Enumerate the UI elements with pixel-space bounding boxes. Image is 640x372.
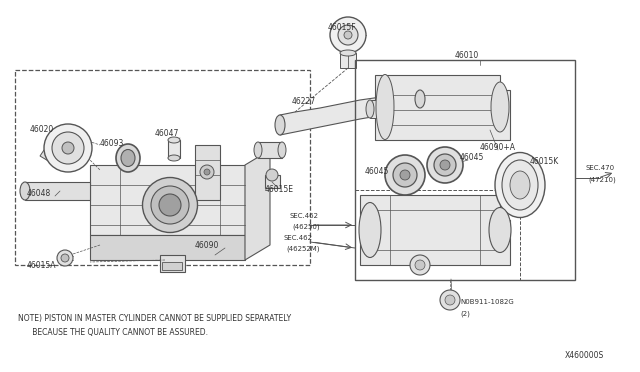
Circle shape — [204, 169, 210, 175]
Ellipse shape — [168, 155, 180, 161]
Text: (47210): (47210) — [588, 177, 616, 183]
Ellipse shape — [376, 74, 394, 140]
Text: (2): (2) — [460, 311, 470, 317]
Text: SEC.462: SEC.462 — [290, 213, 319, 219]
Polygon shape — [360, 195, 510, 265]
Circle shape — [393, 163, 417, 187]
Circle shape — [440, 160, 450, 170]
Text: 46048: 46048 — [27, 189, 51, 199]
Polygon shape — [90, 165, 245, 235]
Ellipse shape — [168, 137, 180, 143]
Circle shape — [61, 254, 69, 262]
Ellipse shape — [491, 82, 509, 132]
Text: BECAUSE THE QUALITY CANNOT BE ASSURED.: BECAUSE THE QUALITY CANNOT BE ASSURED. — [18, 327, 208, 337]
Polygon shape — [40, 150, 54, 162]
Text: X460000S: X460000S — [565, 350, 604, 359]
Text: (46250): (46250) — [292, 224, 319, 230]
Bar — [162, 262, 182, 270]
Circle shape — [44, 124, 92, 172]
Text: 46090+A: 46090+A — [480, 144, 516, 153]
Polygon shape — [90, 235, 245, 260]
Text: 46093: 46093 — [100, 138, 124, 148]
Text: 46045: 46045 — [365, 167, 389, 176]
Text: 46045: 46045 — [460, 153, 484, 161]
Ellipse shape — [366, 100, 374, 118]
Polygon shape — [25, 182, 90, 200]
Circle shape — [52, 132, 84, 164]
Polygon shape — [258, 142, 282, 158]
Polygon shape — [370, 100, 385, 118]
Circle shape — [338, 25, 358, 45]
Polygon shape — [340, 53, 356, 68]
Text: 46015E: 46015E — [265, 186, 294, 195]
Circle shape — [410, 255, 430, 275]
Circle shape — [57, 250, 73, 266]
Bar — [15, 70, 310, 265]
Text: 46010: 46010 — [455, 51, 479, 60]
Polygon shape — [280, 90, 420, 135]
Ellipse shape — [151, 186, 189, 224]
Circle shape — [266, 169, 278, 181]
Text: SEC.470: SEC.470 — [585, 165, 614, 171]
Ellipse shape — [20, 182, 30, 200]
Text: 46090: 46090 — [195, 241, 220, 250]
Text: 46015F: 46015F — [328, 23, 356, 32]
Text: 46020: 46020 — [30, 125, 54, 135]
Circle shape — [427, 147, 463, 183]
Circle shape — [445, 295, 455, 305]
Bar — [355, 60, 575, 280]
Text: NOTE) PISTON IN MASTER CYLINDER CANNOT BE SUPPLIED SEPARATELY: NOTE) PISTON IN MASTER CYLINDER CANNOT B… — [18, 314, 291, 323]
Circle shape — [330, 17, 366, 53]
Polygon shape — [265, 175, 280, 188]
Ellipse shape — [275, 115, 285, 135]
Ellipse shape — [116, 144, 140, 172]
Circle shape — [200, 165, 214, 179]
Polygon shape — [375, 75, 510, 140]
Circle shape — [400, 170, 410, 180]
Text: 46047: 46047 — [155, 128, 179, 138]
Ellipse shape — [415, 90, 425, 108]
Circle shape — [434, 154, 456, 176]
Bar — [355, 190, 520, 280]
Ellipse shape — [495, 153, 545, 218]
Polygon shape — [195, 145, 220, 200]
Circle shape — [385, 155, 425, 195]
Ellipse shape — [159, 194, 181, 216]
Text: SEC.462: SEC.462 — [284, 235, 313, 241]
Ellipse shape — [489, 208, 511, 253]
Text: 46015A: 46015A — [27, 260, 56, 269]
Text: (46252M): (46252M) — [286, 246, 319, 252]
Text: 46227: 46227 — [292, 97, 316, 106]
Ellipse shape — [121, 150, 135, 167]
Circle shape — [62, 142, 74, 154]
Polygon shape — [168, 140, 180, 158]
Ellipse shape — [278, 142, 286, 158]
Ellipse shape — [502, 160, 538, 210]
Ellipse shape — [340, 50, 356, 56]
Polygon shape — [245, 150, 270, 260]
Circle shape — [440, 290, 460, 310]
Circle shape — [344, 31, 352, 39]
Polygon shape — [160, 255, 185, 272]
Ellipse shape — [143, 177, 198, 232]
Text: N0B911-1082G: N0B911-1082G — [460, 299, 514, 305]
Ellipse shape — [359, 202, 381, 257]
Circle shape — [415, 260, 425, 270]
Ellipse shape — [510, 171, 530, 199]
Text: 46015K: 46015K — [530, 157, 559, 167]
Ellipse shape — [254, 142, 262, 158]
